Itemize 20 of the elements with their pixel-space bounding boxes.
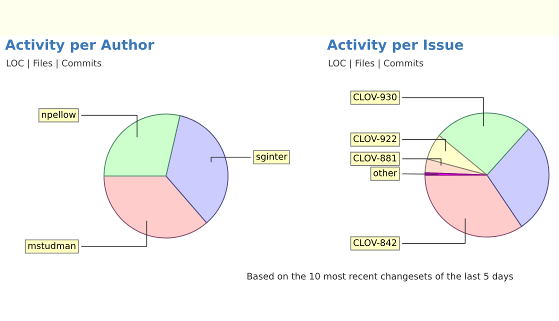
text: Based on the 10 most recent changesets of the last 5 days: [247, 272, 513, 282]
chart-subtitle: LOC | Files | Commits: [328, 59, 424, 69]
chart-subtitle: LOC | Files | Commits: [6, 59, 102, 69]
slice-label: CLOV-922: [354, 135, 396, 142]
slice-label: CLOV-842: [354, 239, 396, 246]
pie-slice: [104, 114, 180, 176]
slice-label: mstudman: [28, 242, 76, 250]
pie-slice: [486, 128, 550, 227]
pie-slice: [426, 135, 488, 176]
pie-slice: [424, 174, 522, 238]
slice-label: sginter: [256, 152, 288, 162]
pie-slice: [438, 112, 529, 176]
slice-label: CLOV-930: [354, 94, 396, 100]
chart-title: Activity per Author: [5, 39, 154, 53]
pie-slice: [104, 175, 208, 238]
slice-label: CLOV-881: [354, 154, 396, 162]
slice-label: npellow: [42, 110, 76, 120]
pie-slice: [166, 115, 228, 224]
chart-title: Activity per Issue: [327, 39, 464, 53]
slice-label: other: [374, 169, 398, 176]
